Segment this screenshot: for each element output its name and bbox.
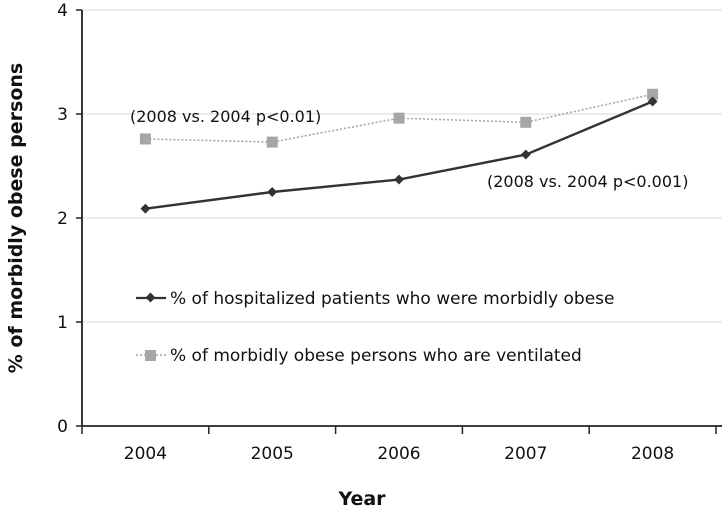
series-layer (139, 88, 659, 214)
y-tick-label-0: 0 (57, 417, 68, 437)
x-tick-label-2007: 2007 (504, 444, 547, 464)
y-tick-label-3: 3 (57, 105, 68, 125)
annotation-ventilated-pvalue: (2008 vs. 2004 p<0.01) (130, 107, 321, 126)
legend-label-hospitalized: % of hospitalized patients who were morb… (170, 289, 615, 309)
legend-label-ventilated: % of morbidly obese persons who are vent… (170, 346, 582, 366)
axes (76, 9, 722, 434)
x-axis-title: Year (337, 488, 386, 510)
x-tick-label-2004: 2004 (124, 444, 167, 464)
legend-marker-diamond (145, 292, 156, 303)
data-point-ventilated-2005 (266, 136, 278, 148)
y-tick-label-4: 4 (57, 1, 68, 21)
y-tick-label-2: 2 (57, 209, 68, 229)
data-point-ventilated-2006 (393, 112, 405, 124)
data-point-hospitalized-2007 (520, 149, 531, 160)
data-point-ventilated-2004 (139, 133, 151, 145)
legend-item-hospitalized: % of hospitalized patients who were morb… (136, 289, 615, 309)
y-axis-title: % of morbidly obese persons (5, 63, 27, 373)
data-point-ventilated-2007 (520, 116, 532, 128)
data-point-hospitalized-2006 (394, 174, 404, 185)
labels: 0 1 2 3 4 2004 2005 2006 2007 2008 (57, 1, 674, 464)
series-line-ventilated (145, 93, 653, 143)
legend-marker-square (145, 350, 156, 361)
data-point-hospitalized-2005 (267, 187, 278, 197)
data-point-hospitalized-2008 (647, 96, 658, 107)
legend-item-ventilated: % of morbidly obese persons who are vent… (136, 346, 582, 366)
x-tick-label-2005: 2005 (251, 444, 294, 464)
data-point-ventilated-2008 (647, 88, 659, 100)
x-tick-label-2008: 2008 (631, 444, 674, 464)
y-tick-label-1: 1 (57, 313, 68, 333)
annotation-hospitalized-pvalue: (2008 vs. 2004 p<0.001) (487, 172, 688, 191)
data-point-hospitalized-2004 (140, 203, 151, 214)
gridlines (82, 9, 722, 323)
x-tick-label-2006: 2006 (377, 444, 420, 464)
legend: % of hospitalized patients who were morb… (136, 289, 615, 366)
